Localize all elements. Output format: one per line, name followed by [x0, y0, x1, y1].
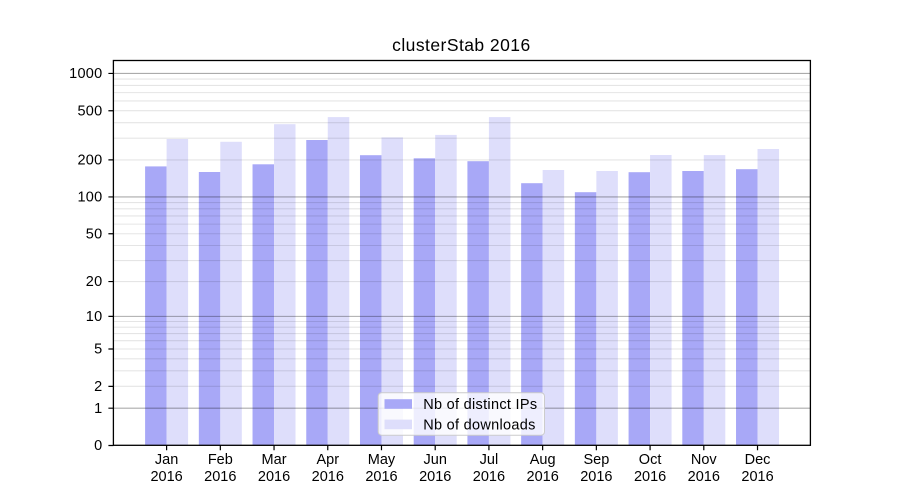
svg-text:100: 100 [77, 190, 102, 206]
svg-text:Jul: Jul [480, 452, 499, 468]
svg-text:2016: 2016 [473, 469, 505, 485]
svg-text:2016: 2016 [258, 469, 290, 485]
svg-text:2: 2 [94, 379, 102, 395]
svg-text:Nov: Nov [691, 452, 718, 468]
svg-text:200: 200 [77, 153, 102, 169]
svg-text:Oct: Oct [639, 452, 662, 468]
svg-text:Jan: Jan [155, 452, 178, 468]
svg-text:Jun: Jun [424, 452, 447, 468]
svg-text:2016: 2016 [204, 469, 236, 485]
svg-text:1: 1 [94, 401, 102, 417]
svg-text:2016: 2016 [580, 469, 612, 485]
svg-text:clusterStab 2016: clusterStab 2016 [392, 35, 531, 55]
svg-text:20: 20 [86, 274, 103, 290]
svg-text:2016: 2016 [419, 469, 451, 485]
svg-text:Feb: Feb [208, 452, 233, 468]
svg-text:Nb of downloads: Nb of downloads [423, 418, 536, 434]
svg-text:Mar: Mar [262, 452, 287, 468]
svg-text:2016: 2016 [312, 469, 344, 485]
svg-text:May: May [368, 452, 396, 468]
svg-text:0: 0 [94, 438, 102, 454]
svg-text:Dec: Dec [745, 452, 771, 468]
svg-text:5: 5 [94, 342, 102, 358]
svg-text:2016: 2016 [527, 469, 559, 485]
svg-text:Apr: Apr [316, 452, 339, 468]
svg-text:2016: 2016 [150, 469, 182, 485]
svg-text:50: 50 [86, 226, 103, 242]
svg-text:2016: 2016 [688, 469, 720, 485]
svg-text:2016: 2016 [365, 469, 397, 485]
svg-text:Nb of distinct IPs: Nb of distinct IPs [423, 397, 537, 413]
svg-text:2016: 2016 [741, 469, 773, 485]
svg-text:10: 10 [86, 309, 103, 325]
svg-text:2016: 2016 [634, 469, 666, 485]
svg-text:1000: 1000 [69, 66, 102, 82]
svg-text:500: 500 [77, 103, 102, 119]
svg-text:Sep: Sep [583, 452, 609, 468]
svg-text:Aug: Aug [530, 452, 556, 468]
